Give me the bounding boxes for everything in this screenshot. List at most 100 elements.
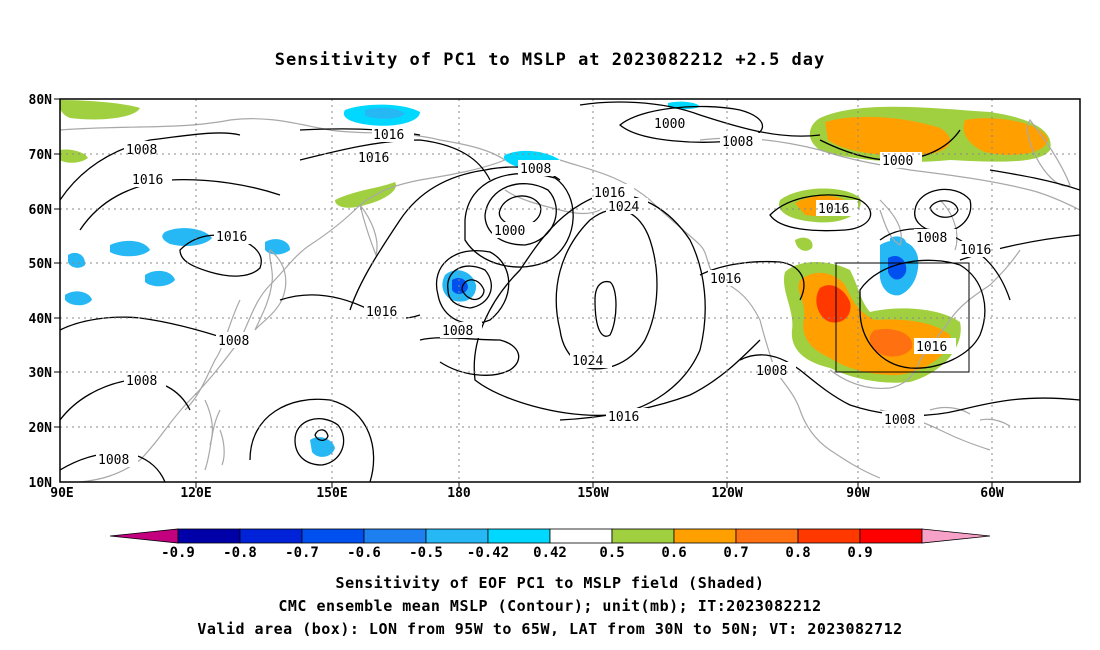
- contour-label: 1016: [608, 410, 639, 425]
- coast-west-north-america: [759, 319, 881, 479]
- contour-label: 1016: [818, 202, 849, 217]
- colorbar-extend-low: [109, 528, 179, 544]
- shade-negative-pacific-low-core: [452, 277, 468, 294]
- contour-label: 1008: [126, 374, 157, 389]
- map-title: Sensitivity of PC1 to MSLP at 2023082212…: [274, 50, 826, 70]
- contour-label: 1008: [442, 324, 473, 339]
- colorbar-swatch: [301, 528, 365, 544]
- contour-label: 1000: [654, 117, 685, 132]
- contour-east-us-1016: [859, 259, 986, 369]
- caption-line-3: Valid area (box): LON from 95W to 65W, L…: [197, 620, 903, 638]
- caption-line-2: CMC ensemble mean MSLP (Contour); unit(m…: [278, 597, 822, 615]
- coast-caribbean: [929, 406, 1011, 427]
- shade-positive-kamchatka-green: [335, 182, 396, 208]
- colorbar-swatch: [859, 528, 923, 544]
- valid-area-box: [835, 262, 970, 373]
- colorbar-swatch: [735, 528, 799, 544]
- plot-frame: [59, 98, 1081, 483]
- contour-atlantic-1008: [989, 169, 1080, 191]
- lat-label: 20N: [29, 421, 53, 436]
- contour-pacific-low-2: [447, 265, 492, 309]
- contour-label: 1000: [882, 154, 913, 169]
- colorbar-tick-label: 0.7: [723, 545, 748, 561]
- lon-axis: 90E 120E 150E 180 150W 120W 90W 60W: [50, 482, 1004, 501]
- contour-asia-1008: [60, 132, 241, 201]
- coast-korea-china: [184, 299, 241, 471]
- lon-label: 60W: [980, 486, 1004, 501]
- contour-label: 1016: [358, 151, 389, 166]
- contour-pacific-low-1: [461, 279, 485, 301]
- contour-pacific-low-3: [435, 250, 510, 325]
- coast-japan: [254, 248, 287, 331]
- colorbar-swatch: [487, 528, 551, 544]
- contour-bering-low-1000: [498, 195, 542, 227]
- contour-pacific-high-inner: [594, 280, 617, 337]
- contour-east-canada-low-2: [914, 188, 972, 234]
- shade-negative-hudson: [890, 236, 907, 249]
- shade-negative-asia-3: [145, 270, 175, 287]
- contour-label: 1008: [520, 162, 551, 177]
- colorbar-swatch: [239, 528, 303, 544]
- shade-negative-asia-1: [162, 228, 212, 246]
- shade-negative-asia-5: [65, 291, 92, 306]
- colorbar-tick-label: 0.6: [661, 545, 686, 561]
- lat-axis: 80N 70N 60N 50N 40N 30N 20N 10N: [29, 93, 60, 491]
- contour-label: 1016: [710, 272, 741, 287]
- colorbar-swatch: [177, 528, 241, 544]
- lon-label: 120W: [711, 486, 742, 501]
- shade-negative-east-us-core: [888, 255, 907, 280]
- contour-label: 1016: [373, 128, 404, 143]
- contour-label: 1008: [126, 143, 157, 158]
- colorbar-tick-label: 0.9: [847, 545, 872, 561]
- contour-label: 1008: [722, 135, 753, 150]
- shade-positive-arctic-orange: [825, 116, 951, 156]
- coast-east-asia: [79, 159, 506, 482]
- contour-label: 1024: [572, 354, 603, 369]
- colorbar-tick-label: -0.7: [285, 545, 319, 561]
- contour-arctic-1008: [579, 101, 821, 137]
- contour-label: 1024: [608, 200, 639, 215]
- caption-line-1: Sensitivity of EOF PC1 to MSLP field (Sh…: [335, 574, 765, 592]
- shade-positive-us-red: [816, 285, 851, 323]
- colorbar-swatch: [797, 528, 861, 544]
- contour-bering-low-3: [464, 172, 574, 268]
- colorbar-swatch: [611, 528, 675, 544]
- shade-positive-us-green-2: [795, 237, 813, 251]
- contour-pacific-high-1024: [555, 209, 658, 370]
- colorbar-tick-label: -0.5: [409, 545, 443, 561]
- shade-positive-us-red-2: [869, 328, 913, 357]
- lat-label: 30N: [29, 366, 53, 381]
- contour-label: 1016: [916, 340, 947, 355]
- contour-north-america-1016: [699, 260, 805, 301]
- contour-arctic-1000: [618, 105, 763, 143]
- colorbar-tick-label: -0.6: [347, 545, 381, 561]
- contour-label: 1016: [960, 243, 991, 258]
- contour-canada-1016: [769, 194, 872, 232]
- contour-east-canada-low: [929, 200, 959, 218]
- colorbar-tick-label: 0.8: [785, 545, 810, 561]
- contour-west-pac-1008: [419, 337, 520, 376]
- colorbar-swatch: [425, 528, 489, 544]
- shade-positive-alaska-green: [60, 100, 140, 120]
- shade-negative-asia-4: [68, 252, 86, 268]
- coastlines: [60, 118, 1080, 482]
- contour-north-america-1008: [739, 354, 1080, 417]
- contour-subtropical-1016: [559, 339, 761, 421]
- colorbar: -0.9 -0.8 -0.7 -0.6 -0.5 -0.42 0.42 0.5 0.6 0.7 0.…: [109, 528, 991, 561]
- lat-label: 80N: [29, 93, 53, 108]
- contour-label: 1008: [916, 231, 947, 246]
- gridlines: [60, 99, 1080, 482]
- contour-tropical-high: [314, 429, 329, 442]
- contour-label: 1008: [218, 334, 249, 349]
- contour-east-canada-1008: [879, 228, 1011, 301]
- contour-label: 1008: [756, 364, 787, 379]
- lat-label: 10N: [29, 476, 53, 491]
- contour-arctic-1016: [299, 139, 491, 181]
- colorbar-swatch: [549, 528, 613, 544]
- shade-positive-siberia-green: [60, 149, 88, 163]
- shade-negative-japan: [265, 239, 290, 255]
- colorbar-tick-label: -0.8: [223, 545, 257, 561]
- colorbar-tick-label: -0.42: [467, 545, 509, 561]
- lon-label: 90W: [846, 486, 870, 501]
